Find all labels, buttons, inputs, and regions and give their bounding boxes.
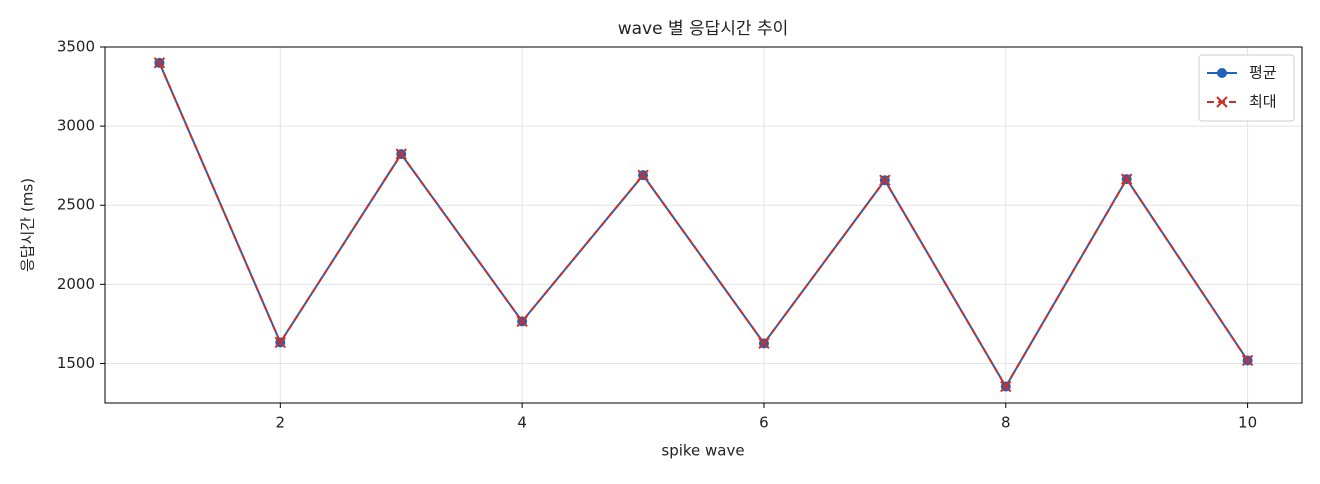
x-axis-label: spike wave (661, 442, 744, 460)
x-tick-label: 10 (1238, 414, 1257, 432)
point (153, 57, 166, 69)
x-tick-label: 4 (517, 414, 527, 432)
legend-marker (1217, 68, 1227, 78)
legend-box (1198, 54, 1295, 122)
legend-label: 평균 (1249, 64, 1277, 82)
point (1120, 173, 1133, 185)
point (395, 148, 407, 160)
y-tick-label: 3500 (57, 38, 95, 56)
point (1241, 354, 1254, 367)
legend-marker (1216, 96, 1228, 108)
chart-title: wave 별 응답시간 추이 (618, 19, 789, 39)
y-axis-label: 응답시간 (ms) (19, 178, 37, 272)
legend-label: 최대 (1249, 93, 1277, 111)
y-tick-label: 2000 (57, 275, 95, 293)
point (879, 174, 891, 186)
y-tick-label: 1500 (57, 354, 95, 372)
x-tick-label: 8 (1001, 414, 1011, 432)
point (516, 315, 528, 328)
plot-frame (104, 46, 1303, 404)
y-tick-label: 3000 (57, 117, 95, 135)
point (637, 169, 649, 181)
point (1000, 380, 1012, 393)
y-tick-label: 2500 (57, 196, 95, 214)
point (758, 337, 770, 350)
point (274, 336, 287, 349)
series-line (158, 62, 1249, 389)
x-tick-label: 6 (759, 414, 769, 432)
x-tick-label: 2 (276, 414, 286, 432)
